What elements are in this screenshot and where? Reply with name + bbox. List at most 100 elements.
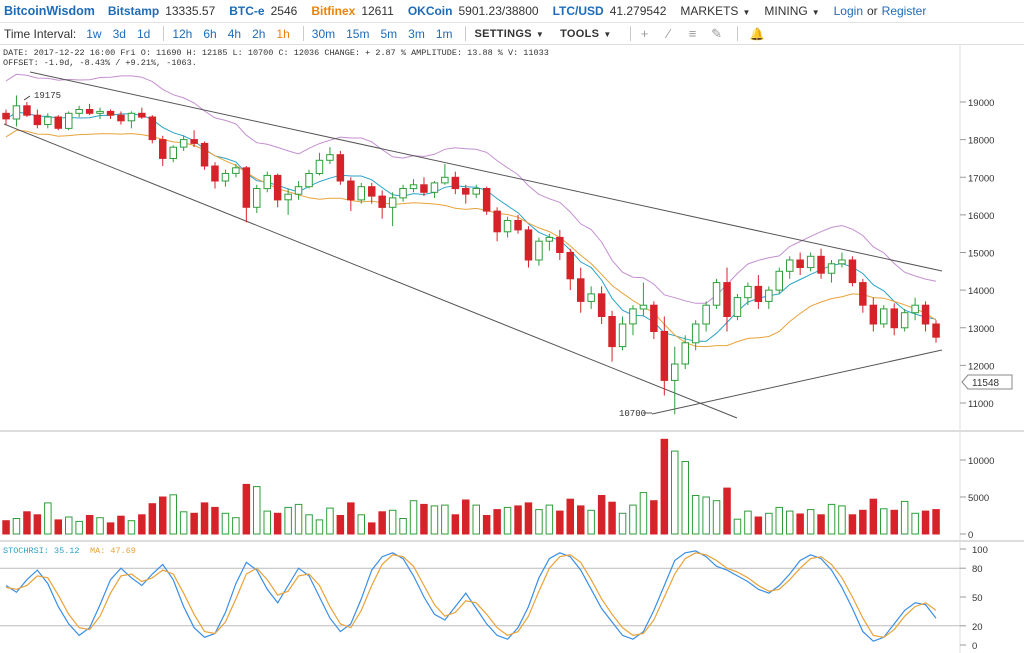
candle[interactable] xyxy=(786,259,794,272)
candle[interactable] xyxy=(33,114,42,126)
ticker-okcoin[interactable]: OKCoin 5901.23/38800 xyxy=(408,4,539,18)
candle[interactable] xyxy=(911,304,919,314)
tools-menu[interactable]: TOOLS ▼ xyxy=(560,28,611,40)
trendline-icon[interactable]: ⁄ xyxy=(667,26,670,41)
candle[interactable] xyxy=(702,304,710,325)
interval-4h[interactable]: 4h xyxy=(227,26,242,41)
candle[interactable] xyxy=(441,176,449,184)
candle[interactable] xyxy=(347,180,355,201)
candle[interactable] xyxy=(775,270,783,291)
interval-2h[interactable]: 2h xyxy=(252,26,266,41)
login-link[interactable]: Login xyxy=(833,4,863,18)
candle[interactable] xyxy=(263,174,271,190)
candle[interactable] xyxy=(545,236,554,242)
candle[interactable] xyxy=(138,112,146,118)
candle[interactable] xyxy=(482,188,491,212)
interval-1h[interactable]: 1h xyxy=(276,26,290,41)
ticker-bitstamp[interactable]: Bitstamp 13335.57 xyxy=(108,4,215,18)
candle[interactable] xyxy=(148,116,157,141)
candle[interactable] xyxy=(671,363,679,381)
candle[interactable] xyxy=(378,195,386,208)
candle[interactable] xyxy=(336,154,345,182)
trendline-upper[interactable] xyxy=(29,71,943,272)
interval-1m[interactable]: 1m xyxy=(435,26,453,41)
candle[interactable] xyxy=(357,186,365,201)
candle[interactable] xyxy=(848,259,857,284)
markets-menu[interactable]: MARKETS ▼ xyxy=(680,4,750,18)
candle[interactable] xyxy=(242,167,251,208)
candle[interactable] xyxy=(399,188,407,199)
candle[interactable] xyxy=(524,229,533,261)
candle[interactable] xyxy=(681,342,689,365)
candle[interactable] xyxy=(232,167,240,174)
candle[interactable] xyxy=(451,176,460,190)
candle[interactable] xyxy=(368,186,376,197)
candle[interactable] xyxy=(796,259,804,268)
candle[interactable] xyxy=(733,297,742,317)
candle[interactable] xyxy=(127,112,136,122)
interval-5m[interactable]: 5m xyxy=(380,26,398,41)
mining-menu[interactable]: MINING ▼ xyxy=(764,4,819,18)
candle[interactable] xyxy=(85,109,94,114)
interval-12h[interactable]: 12h xyxy=(172,26,193,41)
candle[interactable] xyxy=(305,173,313,188)
candle[interactable] xyxy=(2,112,10,120)
ticker-btce[interactable]: BTC-e 2546 xyxy=(229,4,297,18)
candle[interactable] xyxy=(608,316,616,348)
candle[interactable] xyxy=(577,278,585,302)
candle[interactable] xyxy=(253,188,261,208)
candle[interactable] xyxy=(691,323,700,344)
candle[interactable] xyxy=(190,139,198,144)
candle[interactable] xyxy=(650,304,658,333)
candle[interactable] xyxy=(326,154,334,161)
candle[interactable] xyxy=(106,110,115,116)
candle[interactable] xyxy=(806,255,815,269)
candle[interactable] xyxy=(900,312,909,329)
candle[interactable] xyxy=(315,159,324,175)
candle[interactable] xyxy=(159,139,167,159)
candle[interactable] xyxy=(23,105,31,116)
candle[interactable] xyxy=(200,142,209,167)
candle[interactable] xyxy=(472,188,480,195)
candle[interactable] xyxy=(618,323,627,348)
interval-3d[interactable]: 3d xyxy=(112,26,126,41)
interval-30m[interactable]: 30m xyxy=(311,26,336,41)
candle[interactable] xyxy=(294,186,303,195)
candle[interactable] xyxy=(556,236,564,253)
candle[interactable] xyxy=(75,109,83,114)
candle[interactable] xyxy=(96,110,104,114)
candle[interactable] xyxy=(859,282,867,306)
candle[interactable] xyxy=(629,308,637,325)
candle[interactable] xyxy=(890,308,898,329)
candle[interactable] xyxy=(493,210,501,233)
candle[interactable] xyxy=(44,116,52,125)
interval-6h[interactable]: 6h xyxy=(203,26,217,41)
candle[interactable] xyxy=(660,331,669,381)
candle[interactable] xyxy=(744,285,752,299)
pen-icon[interactable]: ✎ xyxy=(711,25,722,41)
register-link[interactable]: Register xyxy=(881,4,927,18)
candle[interactable] xyxy=(430,182,439,193)
candle[interactable] xyxy=(723,282,731,318)
trendline-support[interactable] xyxy=(651,349,943,415)
candle[interactable] xyxy=(817,255,825,274)
fibonacci-icon[interactable]: ≡ xyxy=(688,26,697,41)
candle[interactable] xyxy=(503,220,512,233)
candle[interactable] xyxy=(211,165,219,182)
candle[interactable] xyxy=(221,173,230,182)
candle[interactable] xyxy=(514,220,522,231)
candle[interactable] xyxy=(921,304,930,325)
interval-15m[interactable]: 15m xyxy=(346,26,370,41)
candle[interactable] xyxy=(54,116,62,129)
candle[interactable] xyxy=(535,240,543,261)
candle[interactable] xyxy=(597,293,606,317)
candle[interactable] xyxy=(880,308,888,325)
candle[interactable] xyxy=(838,259,846,265)
candle[interactable] xyxy=(765,289,773,302)
trendline-lower[interactable] xyxy=(3,123,738,419)
candle[interactable] xyxy=(869,304,878,325)
candle[interactable] xyxy=(566,252,574,280)
candle[interactable] xyxy=(932,323,940,338)
brand-logo[interactable]: BitcoinWisdom xyxy=(4,4,95,18)
